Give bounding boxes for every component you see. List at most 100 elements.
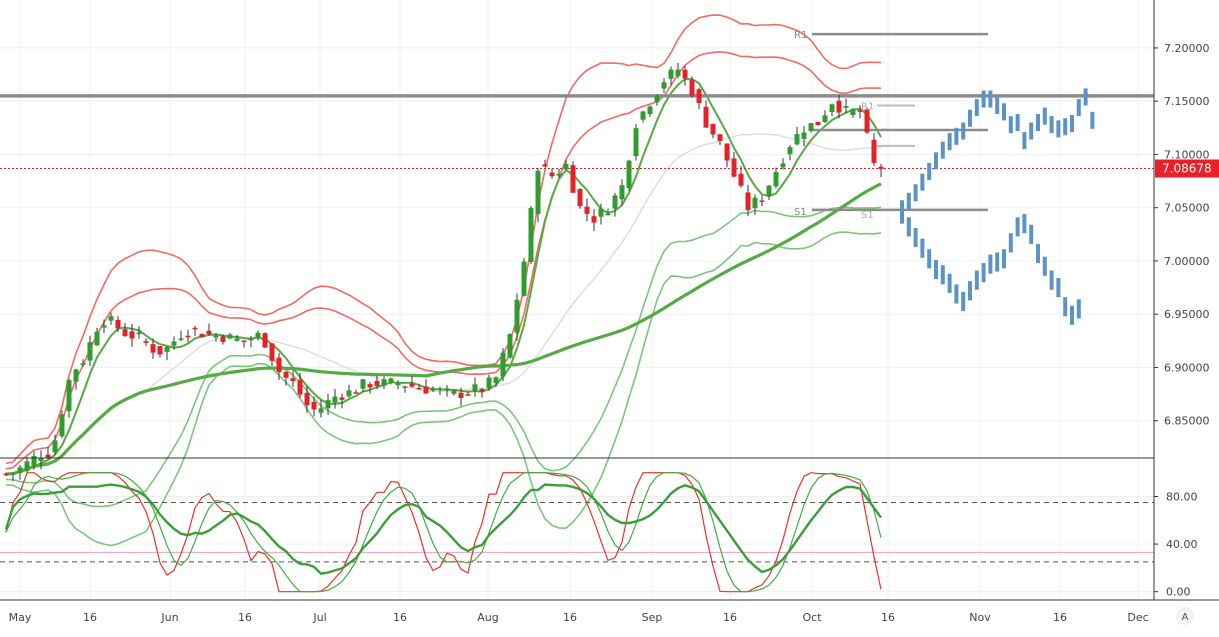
candle-body (493, 377, 499, 384)
candle-body (52, 440, 58, 453)
time-tick-label: 16 (881, 611, 895, 624)
candle-body (269, 343, 275, 361)
candle-body (38, 458, 44, 462)
ma5-line (5, 78, 882, 476)
projection-bar-upper (1015, 113, 1020, 132)
candle-body (325, 400, 331, 409)
candle-body (654, 95, 660, 103)
axes: 6.85000 6.90000 6.95000 7.00000 7.05000 7.100… (0, 0, 1219, 624)
candle-body (479, 389, 485, 392)
candle-body (857, 110, 863, 112)
projection-bar-lower (954, 284, 959, 304)
candle-body (703, 106, 709, 128)
candle-body (815, 121, 821, 126)
projection-bar-upper (1076, 99, 1081, 117)
projection-bar-upper (927, 162, 932, 181)
candle-body (101, 325, 107, 328)
candle-body (220, 336, 226, 342)
candle-body (731, 158, 737, 177)
price-tick-label: 7.25000 (1164, 0, 1210, 2)
projection-bar-upper (906, 192, 911, 210)
time-tick-label: Sep (642, 611, 663, 624)
projection-bar-upper (995, 96, 1000, 114)
candle-body (780, 163, 786, 168)
candle-body (255, 332, 261, 338)
candle-body (647, 106, 653, 115)
projection-bar-upper (988, 90, 993, 108)
candle-body (458, 392, 464, 398)
candle-body (675, 69, 681, 77)
time-tick-label: Jun (160, 611, 178, 624)
projection-bar-upper (1049, 116, 1054, 134)
candle-body (388, 378, 394, 384)
projection-bar-upper (1008, 116, 1013, 134)
time-tick-label: 16 (563, 611, 577, 624)
candle-body (213, 335, 219, 338)
candle-body (500, 352, 506, 377)
candle-body (766, 185, 772, 197)
candle-body (514, 299, 520, 333)
projection-bar-lower (961, 291, 966, 312)
projection-bar-upper (940, 141, 945, 159)
candle-body (283, 371, 289, 378)
candle-body (682, 69, 688, 79)
candle-body (563, 163, 569, 170)
candle-body (689, 79, 695, 96)
projection-bar-lower (988, 254, 993, 274)
projection-bar-upper (1036, 113, 1040, 132)
candle-body (724, 143, 730, 161)
candle-body (199, 333, 205, 338)
projection-bar-lower (1036, 243, 1040, 264)
time-tick-label: 16 (393, 611, 407, 624)
candle-body (409, 383, 415, 387)
price-tick-label: 6.90000 (1164, 361, 1210, 374)
projection-bar-lower (900, 204, 904, 224)
candle-body (591, 216, 597, 223)
candle-body (262, 333, 268, 348)
candle-body (353, 392, 359, 394)
candle-body (31, 455, 37, 466)
price-tick-label: 7.20000 (1164, 42, 1210, 55)
envelope-lower-inner (5, 206, 882, 508)
projection-bar-upper (1029, 122, 1034, 140)
projection-bar-upper (1083, 88, 1088, 106)
candle-body (584, 206, 590, 214)
bollinger-bands (5, 14, 882, 547)
candle-body (843, 106, 849, 108)
candle-body (871, 139, 877, 163)
projection-bar-lower (981, 263, 986, 283)
grid (0, 0, 1154, 600)
candle-body (290, 378, 296, 382)
candle-body (878, 166, 884, 170)
candle-body (87, 342, 93, 361)
projection-bar-lower (974, 270, 979, 290)
candle-body (248, 338, 254, 341)
projection-bar-upper (947, 133, 952, 151)
projection-bar-lower (906, 217, 911, 237)
candle-body (129, 331, 135, 339)
auto-scale-button (1176, 607, 1194, 625)
candle-body (472, 384, 478, 391)
projection-bar-upper (974, 99, 979, 117)
candle-body (570, 165, 576, 193)
projection-bar-lower (968, 281, 972, 301)
chart-labels: 7.08678 R1 R1 S1 S1 A (794, 30, 1219, 625)
candle-body (94, 331, 100, 346)
projection-bar-upper (1070, 115, 1074, 133)
price-tick-label: 7.05000 (1164, 202, 1210, 215)
candle-body (304, 392, 310, 406)
projection-bar-lower (995, 252, 1000, 272)
price-tick-label: 6.85000 (1164, 415, 1210, 428)
time-tick-label: 16 (723, 611, 737, 624)
time-tick-label: Oct (802, 611, 822, 624)
candle-body (619, 185, 625, 200)
projection-bars (900, 88, 1095, 325)
candle-body (206, 330, 212, 335)
projection-bar-upper (1042, 107, 1047, 125)
projection-bar-upper (961, 122, 966, 140)
auto-scale-label: A (1182, 612, 1189, 623)
osc-tick-label: 0.00 (1166, 586, 1191, 599)
candle-body (465, 394, 471, 396)
candle-body (185, 335, 191, 338)
